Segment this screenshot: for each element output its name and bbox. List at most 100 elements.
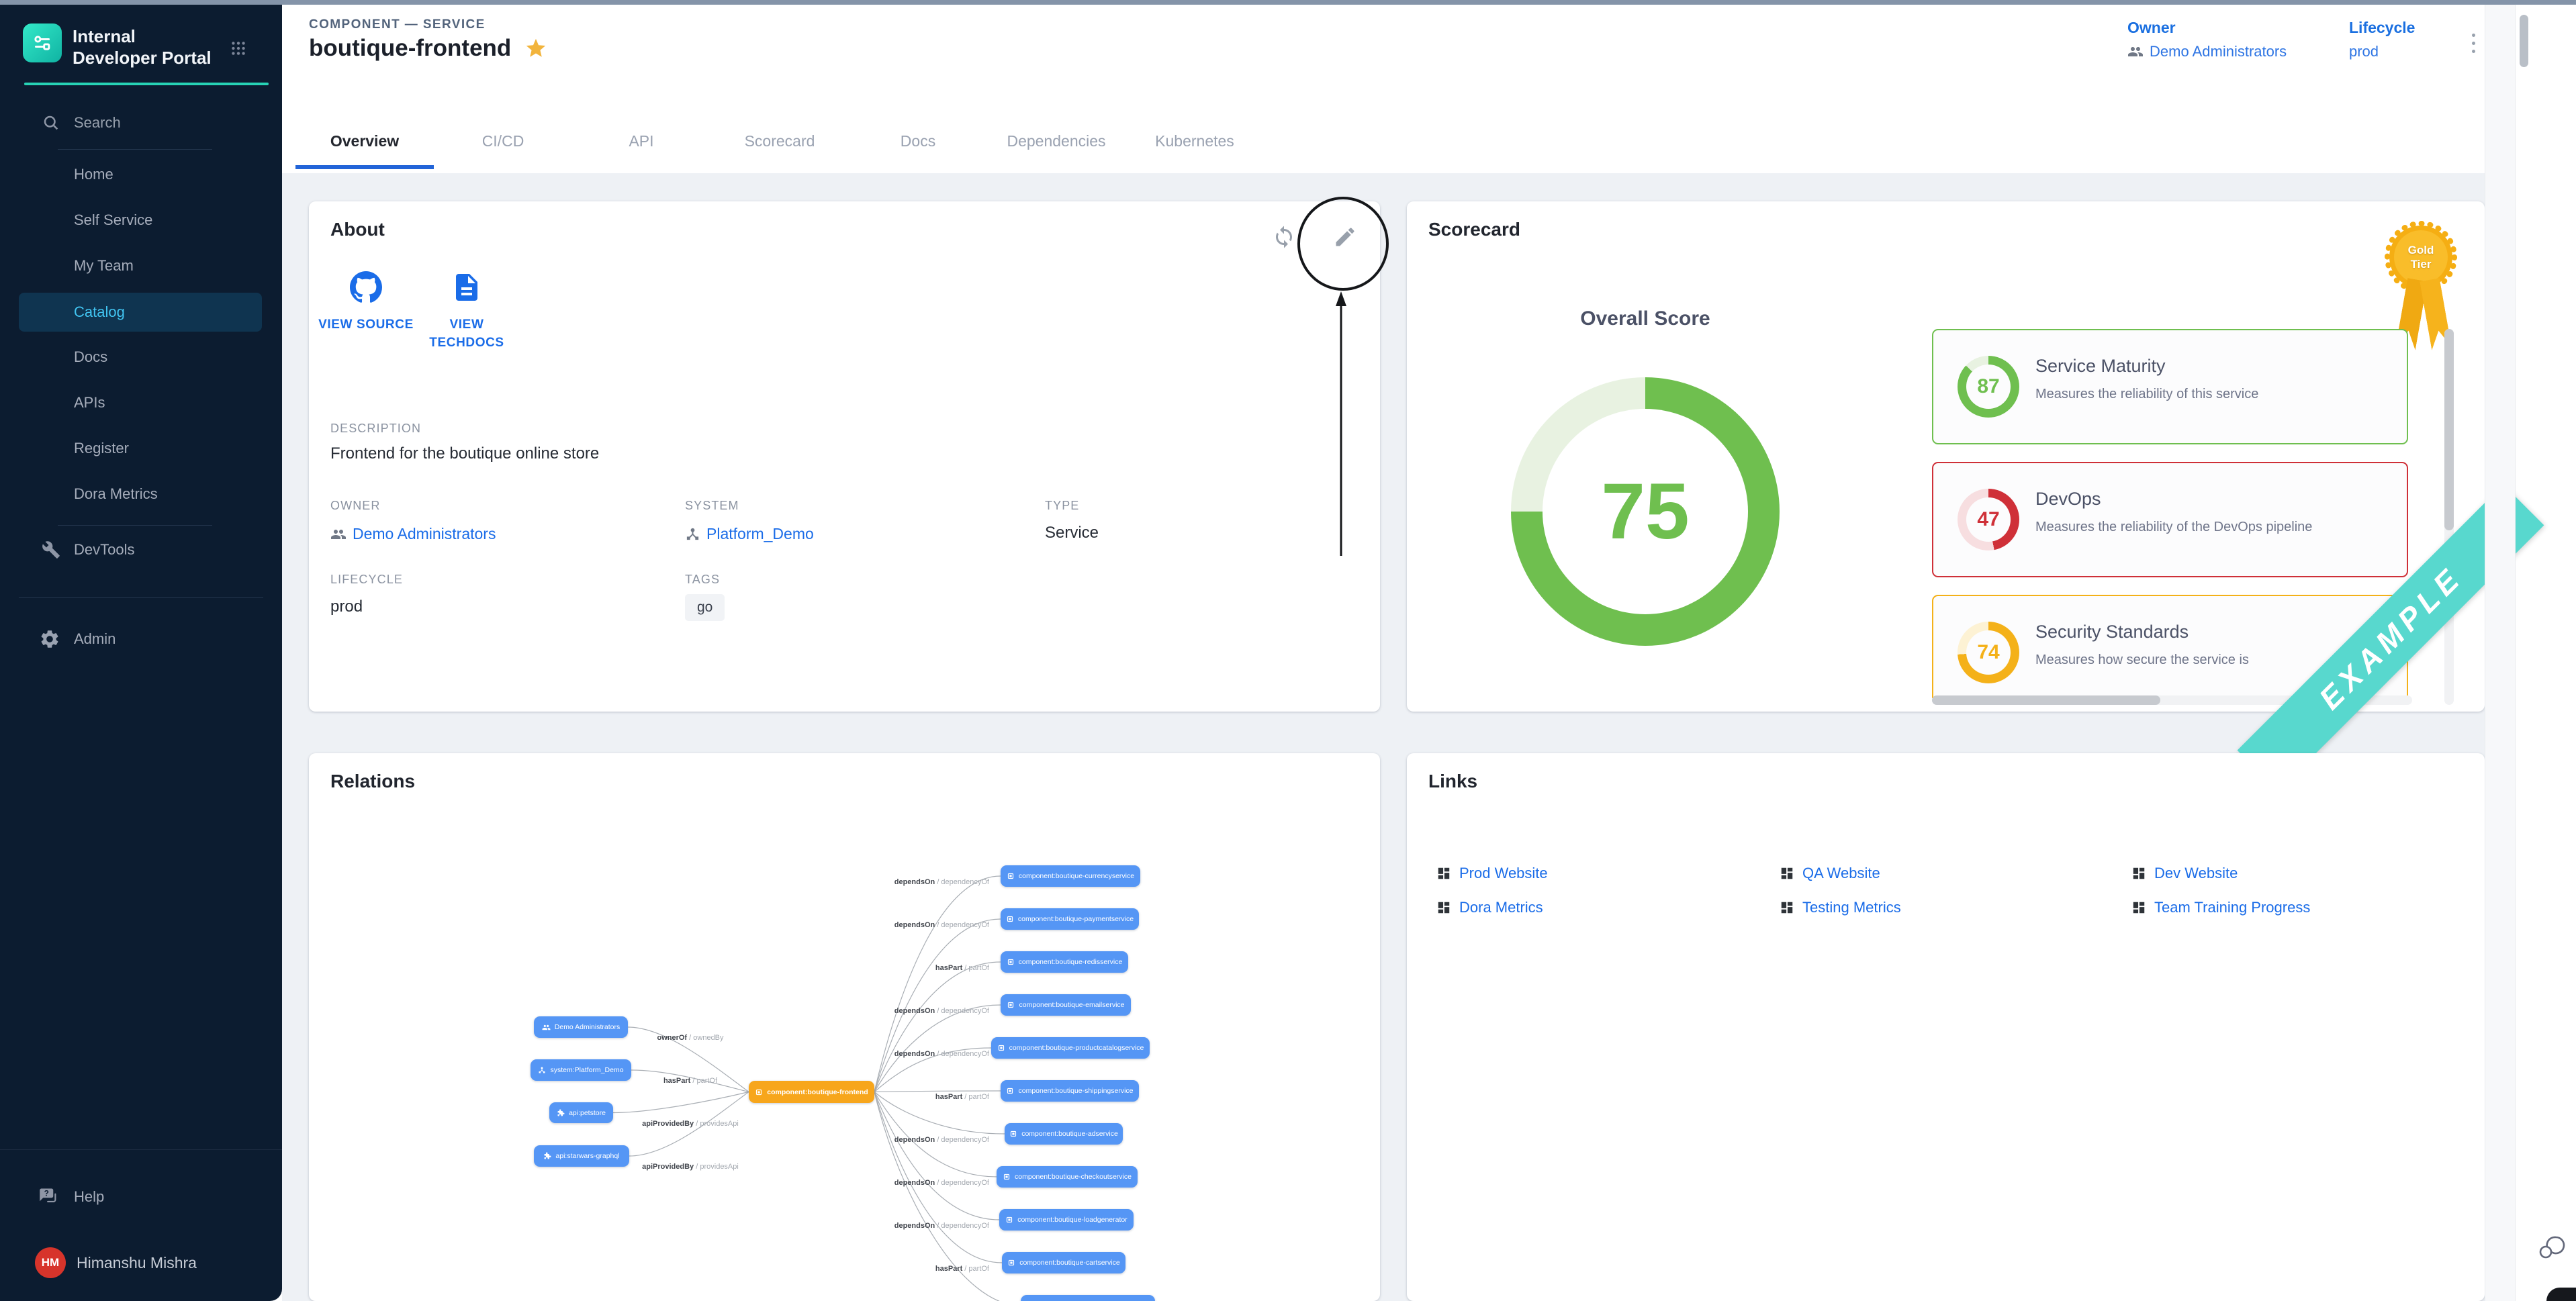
graph-node-label: api:starwars-graphql — [555, 1152, 620, 1160]
sidebar-divider — [58, 149, 212, 150]
graph-edge-label: hasPart / partOf — [663, 1077, 718, 1085]
kebab-menu-icon[interactable] — [2465, 28, 2482, 58]
graph-node[interactable]: system:Platform_Demo — [531, 1059, 631, 1081]
chat-bubbles-icon[interactable] — [2536, 1230, 2571, 1265]
entity-header — [282, 5, 2485, 173]
view-source-link[interactable]: VIEW SOURCE — [316, 271, 416, 334]
view-techdocs-link[interactable]: VIEW TECHDOCS — [416, 271, 517, 352]
dashboard-grid-icon — [1781, 902, 1793, 914]
owner-field-link[interactable]: Demo Administrators — [330, 525, 496, 543]
sidebar-item-label: Search — [74, 114, 121, 131]
chip-icon — [1007, 916, 1013, 922]
system-hub-icon — [686, 528, 699, 540]
relations-card: Relations component:boutique-currencyser… — [309, 753, 1380, 1301]
graph-node[interactable]: component:boutique-emailservice — [1001, 994, 1131, 1016]
scrollbar-thumb[interactable] — [1932, 695, 2160, 705]
people-icon — [331, 529, 346, 539]
scrollbar-thumb[interactable] — [2444, 329, 2454, 530]
link-prod-website[interactable]: Prod Website — [1436, 865, 1548, 882]
link-dev-website[interactable]: Dev Website — [2131, 865, 2238, 882]
tab-cicd[interactable]: CI/CD — [481, 132, 524, 150]
refresh-icon[interactable] — [1272, 225, 1296, 249]
sidebar-accent-bar — [24, 83, 269, 85]
graph-node-label: component:boutique-productcatalogservice — [1009, 1044, 1144, 1052]
owner-link[interactable]: Demo Administrators — [2127, 43, 2287, 60]
link-testing-metrics[interactable]: Testing Metrics — [1780, 899, 1901, 916]
graph-node[interactable]: component:boutique-productcatalogservice — [991, 1037, 1150, 1059]
system-field-link[interactable]: Platform_Demo — [685, 525, 814, 543]
sidebar-item-help[interactable]: ? Help — [0, 1175, 282, 1218]
relations-graph-edges — [612, 875, 1005, 1301]
favorite-star-icon[interactable] — [524, 37, 547, 60]
edit-pencil-icon[interactable] — [1333, 225, 1357, 249]
breadcrumb-kind: COMPONENT — SERVICE — [309, 17, 486, 32]
graph-node-label: component:boutique-checkoutservice — [1015, 1173, 1132, 1181]
link-dora-metrics[interactable]: Dora Metrics — [1436, 899, 1543, 916]
tab-docs[interactable]: Docs — [900, 132, 936, 150]
sidebar-divider — [19, 597, 263, 598]
sidebar-item-self-service[interactable]: Self Service — [0, 199, 282, 242]
gear-icon — [41, 630, 58, 648]
link-qa-website[interactable]: QA Website — [1780, 865, 1880, 882]
link-label: Team Training Progress — [2154, 899, 2311, 916]
tab-scorecard[interactable]: Scorecard — [744, 132, 815, 150]
link-label: Dev Website — [2154, 865, 2238, 881]
graph-edge-label: apiProvidedBy / providesApi — [642, 1163, 739, 1171]
graph-node[interactable]: component:boutique-checkoutservice — [997, 1166, 1138, 1188]
page-scrollbar-thumb[interactable] — [2520, 15, 2528, 67]
sidebar-item-label: DevTools — [74, 541, 135, 558]
graph-node[interactable] — [1021, 1295, 1155, 1301]
scorecard-item-service-maturity[interactable]: 87 Service Maturity Measures the reliabi… — [1932, 329, 2408, 444]
graph-node-label: component:boutique-cartservice — [1019, 1259, 1120, 1267]
sidebar-item-docs[interactable]: Docs — [0, 336, 282, 379]
graph-node[interactable]: component:boutique-frontend — [749, 1081, 874, 1103]
scorecard-vertical-scrollbar[interactable] — [2444, 329, 2454, 705]
graph-node[interactable]: Demo Administrators — [534, 1016, 628, 1038]
graph-edge-label: ownerOf / ownedBy — [657, 1034, 724, 1042]
graph-node[interactable]: component:boutique-shippingservice — [1001, 1080, 1139, 1102]
sidebar-item-label: My Team — [74, 257, 134, 274]
graph-node[interactable]: component:boutique-redisservice — [1001, 951, 1128, 973]
sidebar-item-home[interactable]: Home — [0, 153, 282, 196]
sidebar-item-register[interactable]: Register — [0, 427, 282, 470]
graph-node[interactable]: component:boutique-currencyservice — [1001, 865, 1140, 887]
graph-node[interactable]: component:boutique-paymentservice — [1001, 908, 1139, 930]
chip-icon — [1003, 1173, 1010, 1180]
sidebar-item-label: Docs — [74, 348, 108, 365]
view-source-label: VIEW SOURCE — [318, 318, 414, 332]
sidebar-item-my-team[interactable]: My Team — [0, 244, 282, 287]
apps-grid-icon[interactable] — [230, 40, 247, 57]
tab-dependencies[interactable]: Dependencies — [1007, 132, 1106, 150]
sidebar-item-devtools[interactable]: DevTools — [0, 528, 282, 571]
tab-kubernetes[interactable]: Kubernetes — [1155, 132, 1234, 150]
graph-node[interactable]: api:petstore — [549, 1102, 613, 1123]
sidebar-user[interactable]: HM Himanshu Mishra — [0, 1241, 282, 1284]
scorecard-item-devops[interactable]: 47 DevOps Measures the reliability of th… — [1932, 462, 2408, 577]
graph-node[interactable]: api:starwars-graphql — [534, 1145, 629, 1167]
scorecard-item-description: Measures the reliability of this service — [2035, 387, 2259, 401]
graph-node[interactable]: component:boutique-adservice — [1005, 1123, 1123, 1145]
graph-node-label: api:petstore — [569, 1108, 606, 1117]
graph-node-label: component:boutique-currencyservice — [1018, 872, 1135, 880]
sidebar-item-label: Home — [74, 166, 113, 183]
relations-graph: component:boutique-currencyservice depend… — [309, 753, 1380, 1301]
sidebar-item-apis[interactable]: APIs — [0, 381, 282, 424]
lifecycle-label: Lifecycle — [2349, 19, 2416, 36]
sidebar-item-admin[interactable]: Admin — [0, 618, 282, 661]
header-owner-block: Owner Demo Administrators — [2127, 19, 2287, 60]
sidebar-item-dora-metrics[interactable]: Dora Metrics — [0, 473, 282, 516]
tab-overview[interactable]: Overview — [295, 113, 434, 169]
sidebar-item-label: Self Service — [74, 211, 153, 228]
tab-api[interactable]: API — [629, 132, 654, 150]
sidebar-item-catalog[interactable]: Catalog — [19, 293, 262, 332]
graph-node[interactable]: component:boutique-loadgenerator — [999, 1209, 1134, 1231]
header-lifecycle-block: Lifecycle prod — [2349, 19, 2415, 60]
tag-chip[interactable]: go — [685, 594, 725, 621]
scorecard-title: Scorecard — [1428, 219, 1520, 240]
tags-field-label: TAGS — [685, 573, 721, 586]
circuit-logo-icon — [34, 36, 50, 50]
app-logo[interactable] — [23, 23, 62, 62]
link-team-training-progress[interactable]: Team Training Progress — [2131, 899, 2310, 916]
graph-node[interactable]: component:boutique-cartservice — [1002, 1252, 1125, 1273]
sidebar-item-search[interactable]: Search — [0, 101, 282, 144]
